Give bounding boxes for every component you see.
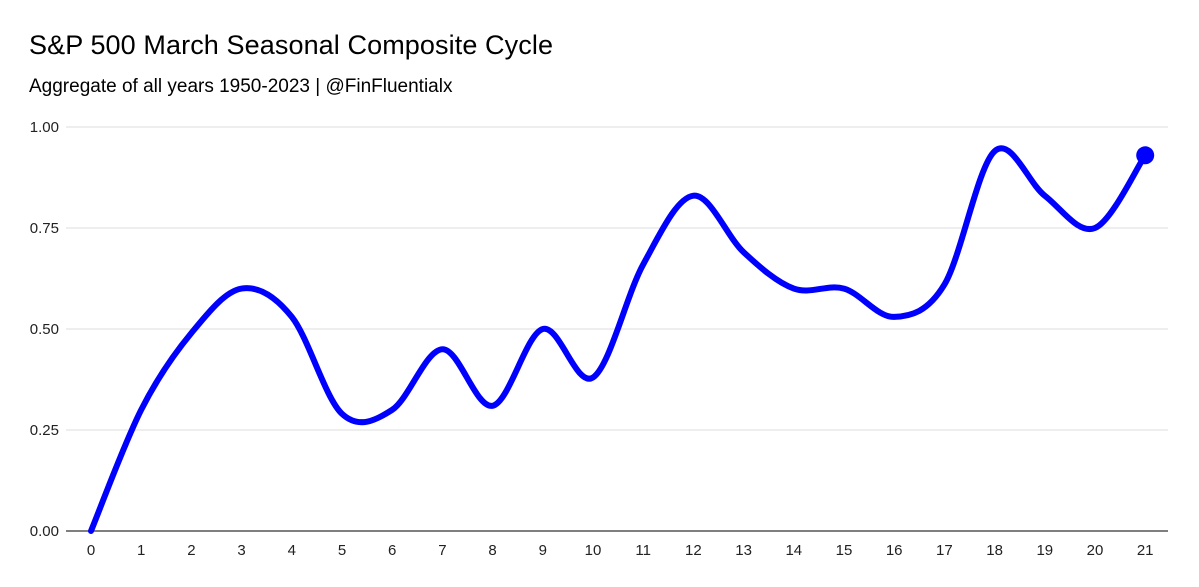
data-point [941, 282, 947, 288]
data-point [741, 249, 747, 255]
x-tick-label: 6 [388, 542, 396, 559]
y-tick-label: 0.25 [30, 422, 59, 439]
x-tick-label: 17 [936, 542, 953, 559]
data-point [188, 330, 194, 336]
y-axis-ticks: 0.00 0.25 0.50 0.75 1.00 [30, 119, 59, 540]
data-point [389, 407, 395, 413]
y-tick-label: 1.00 [30, 119, 59, 136]
x-tick-label: 7 [438, 542, 446, 559]
data-point [1042, 193, 1048, 199]
chart-title: S&P 500 March Seasonal Composite Cycle [29, 30, 554, 60]
x-tick-label: 3 [237, 542, 245, 559]
y-tick-label: 0.00 [30, 523, 59, 540]
x-tick-label: 21 [1137, 542, 1154, 559]
x-tick-label: 4 [288, 542, 296, 559]
data-point [439, 346, 445, 352]
data-point [540, 326, 546, 332]
data-point [490, 403, 496, 409]
y-tick-label: 0.50 [30, 321, 59, 338]
grid-lines [66, 126, 1168, 532]
data-point [841, 286, 847, 292]
x-tick-label: 9 [539, 542, 547, 559]
x-tick-label: 1 [137, 542, 145, 559]
data-point [1092, 225, 1098, 231]
data-point [239, 286, 245, 292]
data-point [339, 411, 345, 417]
x-tick-label: 2 [187, 542, 195, 559]
x-tick-label: 16 [886, 542, 903, 559]
x-tick-label: 14 [785, 542, 802, 559]
x-axis-ticks: 0 1 2 3 4 5 6 7 8 9 10 11 12 13 14 15 16 17 18 19 20 21 [87, 542, 1154, 559]
data-point [590, 374, 596, 380]
x-tick-label: 19 [1036, 542, 1053, 559]
x-tick-label: 13 [735, 542, 752, 559]
data-point [289, 314, 295, 320]
x-tick-label: 10 [585, 542, 602, 559]
x-tick-label: 15 [836, 542, 853, 559]
x-tick-label: 5 [338, 542, 346, 559]
x-tick-label: 11 [635, 542, 651, 559]
x-tick-label: 18 [986, 542, 1003, 559]
data-point [992, 148, 998, 154]
data-point [690, 193, 696, 199]
y-tick-label: 0.75 [30, 220, 59, 237]
x-tick-label: 20 [1087, 542, 1104, 559]
data-point [640, 261, 646, 267]
data-point [791, 286, 797, 292]
chart-subtitle: Aggregate of all years 1950-2023 | @FinF… [29, 76, 453, 97]
data-point [891, 314, 897, 320]
end-point-marker [1136, 146, 1155, 165]
series-layer [88, 145, 1155, 534]
data-point [88, 528, 94, 534]
data-point [138, 407, 144, 413]
x-tick-label: 8 [488, 542, 496, 559]
x-tick-label: 12 [685, 542, 702, 559]
x-tick-label: 0 [87, 542, 95, 559]
series-line [88, 145, 1149, 534]
